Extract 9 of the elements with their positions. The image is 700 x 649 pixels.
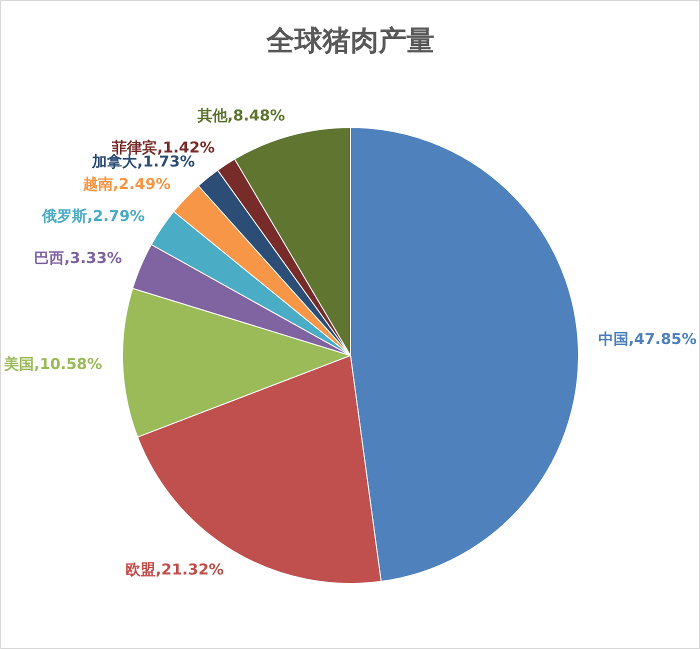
slice-label: 中国,47.85% xyxy=(598,330,697,348)
slice-label: 美国,10.58% xyxy=(2,354,102,373)
slice-label: 越南,2.49% xyxy=(82,174,171,193)
slice-label: 欧盟,21.32% xyxy=(126,560,224,578)
slice-label: 俄罗斯,2.79% xyxy=(41,207,145,226)
chart-title: 全球猪肉产量 xyxy=(266,24,434,57)
slice-label: 其他,8.48% xyxy=(196,106,286,125)
slice-label: 菲律宾,1.42% xyxy=(111,138,215,156)
slice-label: 巴西,3.33% xyxy=(34,248,122,267)
